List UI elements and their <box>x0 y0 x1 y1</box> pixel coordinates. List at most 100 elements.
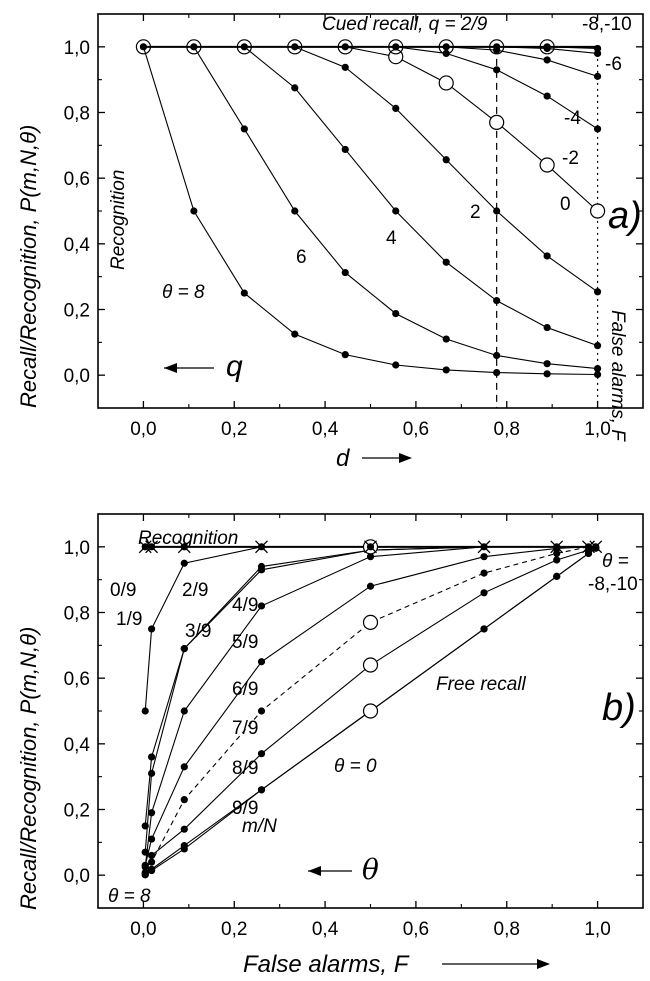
theta-arrow-label: θ <box>362 853 379 886</box>
data-point-b-3-2 <box>180 559 188 567</box>
m-over-n-labels: 0/9 1/9 2/9 3/9 4/9 5/9 6/9 7/9 8/9 9/9 <box>110 580 258 819</box>
data-point-b-6-2 <box>180 796 188 804</box>
data-point-a-3-4 <box>493 207 501 215</box>
data-point-a-8-0 <box>543 43 551 51</box>
series-line-b-4 <box>144 546 596 853</box>
a-xtick-label-0: 0,0 <box>130 419 156 440</box>
m-over-n-label-4: 4/9 <box>232 595 258 616</box>
data-point-ring-a-3 <box>287 39 303 55</box>
b-xtick-label-0: 0,0 <box>130 919 156 940</box>
b-ytick-label-0: 0,0 <box>64 866 90 887</box>
data-point-a-0-4 <box>341 351 349 359</box>
theta8-label-a: θ = 8 <box>162 282 205 303</box>
data-point-a-6-2 <box>543 56 551 64</box>
data-point-b-7-1 <box>147 851 156 860</box>
q-arrow-label: q <box>226 350 243 383</box>
data-point-ring-a-5 <box>388 39 404 55</box>
x-axis-label-a: d <box>336 445 350 472</box>
b-ytick-label-5: 1,0 <box>64 538 90 559</box>
data-point-a-1-8 <box>593 365 602 373</box>
data-point-a-3-6 <box>593 288 602 296</box>
data-point-a-2-1 <box>291 84 299 92</box>
m-over-n-label-8: 8/9 <box>232 758 258 779</box>
b-xtick-label-4: 0,8 <box>494 919 520 940</box>
data-point-a-2-2 <box>341 145 349 154</box>
data-point-b-8-6 <box>553 572 561 580</box>
series-label-0: 0 <box>560 194 571 215</box>
b-xtick-label-3: 0,6 <box>403 919 429 940</box>
data-point-a-1-1 <box>240 125 248 133</box>
data-point-a-1-4 <box>392 310 400 318</box>
theta0-label-b: θ = 0 <box>334 756 377 777</box>
a-xtick-label-2: 0,4 <box>312 419 339 440</box>
cross-marker-6 <box>550 540 564 554</box>
d-arrow <box>362 453 412 463</box>
y-ticks-a: 0,0 0,2 0,4 0,6 0,8 1,0 <box>64 38 643 387</box>
data-point-b-8-2 <box>180 845 188 853</box>
series-line-a-6 <box>446 46 598 77</box>
b-xtick-label-1: 0,2 <box>221 919 247 940</box>
data-point-b-5-2 <box>180 707 188 715</box>
data-point-a-7-2 <box>593 49 602 58</box>
series-label-6: 6 <box>296 247 307 268</box>
cross-marker-0 <box>138 540 152 554</box>
data-point-b-1-4 <box>366 582 375 590</box>
x-axis-label-b: False alarms, F <box>243 951 410 978</box>
series-label-2: 2 <box>470 202 481 223</box>
data-point-a-7-0 <box>493 43 501 51</box>
data-point-a-1-5 <box>442 335 450 343</box>
data-point-a-4-0 <box>341 43 349 51</box>
data-point-a-0-3 <box>291 330 299 338</box>
data-point-b-5-4 <box>366 553 375 561</box>
a-ytick-label-2: 0,4 <box>64 235 91 256</box>
a-ytick-label-4: 0,8 <box>64 104 90 125</box>
panel-label-a: a) <box>608 195 642 237</box>
data-point-a-3-2 <box>392 104 400 112</box>
data-point-ring-a-4 <box>337 39 353 55</box>
y-axis-label-b: Recall/Recognition, P(m,N,θ) <box>16 627 41 910</box>
data-point-a-0-0 <box>139 43 148 51</box>
data-point-a-5-2 <box>493 66 501 74</box>
data-point-ring-a-0 <box>135 39 152 55</box>
data-point-b-5-3 <box>257 602 266 610</box>
false-alarms-label-a: False alarms, F <box>607 310 628 442</box>
series-line-a-4 <box>345 46 598 212</box>
series-label-neg2: -2 <box>562 148 579 169</box>
data-point-a-0-7 <box>493 368 501 377</box>
data-point-a-2-0 <box>240 43 248 51</box>
data-point-open-a-4-5 <box>589 203 606 219</box>
panel-a: 0,0 0,2 0,4 0,6 0,8 1,0 0,0 0,2 0,4 0,6 0,8 1,0 a)… <box>16 13 644 472</box>
theta-arrow: θ <box>308 853 379 886</box>
data-point-ring-a-1 <box>186 39 202 55</box>
cross-marker-2 <box>177 540 191 554</box>
a-ytick-label-3: 0,6 <box>64 169 90 190</box>
series-group-a <box>135 39 606 379</box>
cued-recall-label: Cued recall, q = 2/9 <box>322 14 488 35</box>
cross-marker-5 <box>477 540 491 554</box>
reference-lines-a <box>496 46 599 408</box>
data-point-b-7-3 <box>257 750 266 758</box>
data-point-a-2-3 <box>392 207 400 215</box>
data-point-a-5-0 <box>392 43 400 51</box>
data-point-a-5-4 <box>593 125 602 133</box>
panel-b: 0,0 0,2 0,4 0,6 0,8 1,0 0,0 0,2 0,4 0,6 0,8 1,0 0/… <box>16 513 644 978</box>
data-point-a-2-6 <box>543 323 551 332</box>
m-over-n-label-2: 2/9 <box>182 580 208 601</box>
data-point-a-2-4 <box>442 258 450 266</box>
data-point-open-a-4-4 <box>539 157 555 173</box>
theta-eq-label: θ = <box>602 551 629 572</box>
data-point-open-a-4-3 <box>489 114 505 130</box>
data-point-a-3-0 <box>291 43 299 51</box>
data-point-b-2-1 <box>147 753 156 761</box>
series-line-a-8 <box>547 46 598 50</box>
data-point-ring-a-7 <box>489 39 505 55</box>
data-point-b-1-1 <box>147 835 156 843</box>
data-point-a-1-3 <box>341 268 349 277</box>
theta-right-label: -8,-10 <box>588 574 638 595</box>
a-xtick-label-1: 0,2 <box>221 419 247 440</box>
b-ytick-label-4: 0,8 <box>64 604 90 625</box>
data-point-b-6-6 <box>553 549 561 558</box>
data-point-b-8-0 <box>141 871 149 879</box>
data-point-b-8-3 <box>257 786 266 794</box>
b-ytick-label-1: 0,2 <box>64 801 90 822</box>
